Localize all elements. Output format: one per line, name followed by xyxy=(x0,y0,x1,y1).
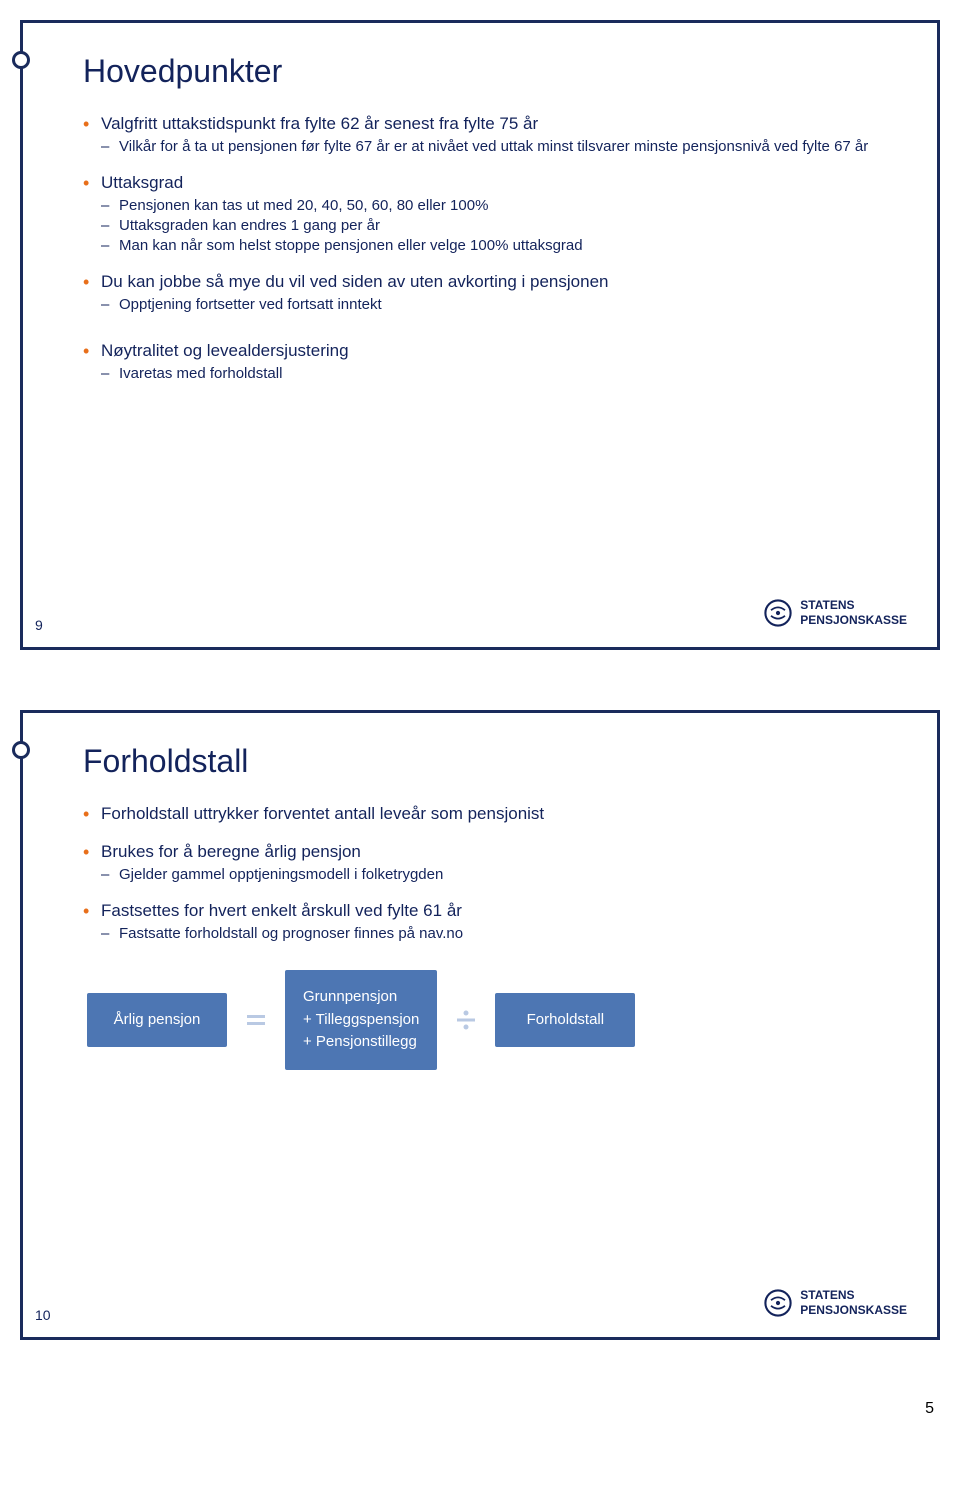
logo-text: STATENS PENSJONSKASSE xyxy=(800,598,907,627)
formula: Årlig pensjon Grunnpensjon + Tilleggspen… xyxy=(87,970,897,1070)
sub-item: Fastsatte forholdstall og prognoser finn… xyxy=(101,925,897,942)
formula-box-divisor: Forholdstall xyxy=(495,993,635,1048)
list-item: Uttaksgrad Pensjonen kan tas ut med 20, … xyxy=(83,173,897,254)
sub-item: Opptjening fortsetter ved fortsatt innte… xyxy=(101,296,897,313)
slide-notch xyxy=(12,741,30,759)
slide-2: Forholdstall Forholdstall uttrykker forv… xyxy=(20,710,940,1340)
slide-number: 9 xyxy=(35,617,43,633)
list-item: Forholdstall uttrykker forventet antall … xyxy=(83,804,897,824)
bullet-list: Valgfritt uttakstidspunkt fra fylte 62 å… xyxy=(83,114,897,382)
formula-box-sum: Grunnpensjon + Tilleggspensjon + Pensjon… xyxy=(285,970,437,1070)
logo-icon xyxy=(764,599,792,627)
equals-icon xyxy=(245,1009,267,1031)
slide-title: Hovedpunkter xyxy=(83,53,897,90)
slide-number: 10 xyxy=(35,1307,51,1323)
logo-icon xyxy=(764,1289,792,1317)
item-text: Du kan jobbe så mye du vil ved siden av … xyxy=(101,272,608,291)
logo-line1: STATENS xyxy=(800,1288,907,1302)
brand-logo: STATENS PENSJONSKASSE xyxy=(764,1288,907,1317)
sub-list: Gjelder gammel opptjeningsmodell i folke… xyxy=(101,866,897,883)
page-number: 5 xyxy=(20,1400,940,1418)
sub-item: Man kan når som helst stoppe pensjonen e… xyxy=(101,237,897,254)
divide-icon xyxy=(455,1009,477,1031)
sub-list: Ivaretas med forholdstall xyxy=(101,365,897,382)
logo-line1: STATENS xyxy=(800,598,907,612)
item-text: Uttaksgrad xyxy=(101,173,183,192)
slide-1: Hovedpunkter Valgfritt uttakstidspunkt f… xyxy=(20,20,940,650)
formula-line: Grunnpensjon xyxy=(303,986,419,1009)
slide-title: Forholdstall xyxy=(83,743,897,780)
sub-item: Ivaretas med forholdstall xyxy=(101,365,897,382)
logo-line2: PENSJONSKASSE xyxy=(800,1303,907,1317)
slide-notch xyxy=(12,51,30,69)
bullet-list: Forholdstall uttrykker forventet antall … xyxy=(83,804,897,942)
item-text: Fastsettes for hvert enkelt årskull ved … xyxy=(101,901,462,920)
logo-text: STATENS PENSJONSKASSE xyxy=(800,1288,907,1317)
brand-logo: STATENS PENSJONSKASSE xyxy=(764,598,907,627)
sub-list: Vilkår for å ta ut pensjonen før fylte 6… xyxy=(101,138,897,155)
sub-item: Vilkår for å ta ut pensjonen før fylte 6… xyxy=(101,138,897,155)
logo-line2: PENSJONSKASSE xyxy=(800,613,907,627)
item-text: Nøytralitet og levealdersjustering xyxy=(101,341,349,360)
list-item: Brukes for å beregne årlig pensjon Gjeld… xyxy=(83,842,897,883)
list-item: Fastsettes for hvert enkelt årskull ved … xyxy=(83,901,897,942)
item-text: Valgfritt uttakstidspunkt fra fylte 62 å… xyxy=(101,114,538,133)
item-text: Forholdstall uttrykker forventet antall … xyxy=(101,804,544,823)
sub-list: Fastsatte forholdstall og prognoser finn… xyxy=(101,925,897,942)
sub-item: Pensjonen kan tas ut med 20, 40, 50, 60,… xyxy=(101,197,897,214)
formula-box-result: Årlig pensjon xyxy=(87,993,227,1048)
item-text: Brukes for å beregne årlig pensjon xyxy=(101,842,361,861)
sub-item: Uttaksgraden kan endres 1 gang per år xyxy=(101,217,897,234)
sub-list: Pensjonen kan tas ut med 20, 40, 50, 60,… xyxy=(101,197,897,254)
sub-item: Gjelder gammel opptjeningsmodell i folke… xyxy=(101,866,897,883)
sub-list: Opptjening fortsetter ved fortsatt innte… xyxy=(101,296,897,313)
formula-line: + Pensjonstillegg xyxy=(303,1031,419,1054)
list-item: Valgfritt uttakstidspunkt fra fylte 62 å… xyxy=(83,114,897,155)
list-item: Nøytralitet og levealdersjustering Ivare… xyxy=(83,341,897,382)
list-item: Du kan jobbe så mye du vil ved siden av … xyxy=(83,272,897,313)
formula-line: + Tilleggspensjon xyxy=(303,1009,419,1032)
